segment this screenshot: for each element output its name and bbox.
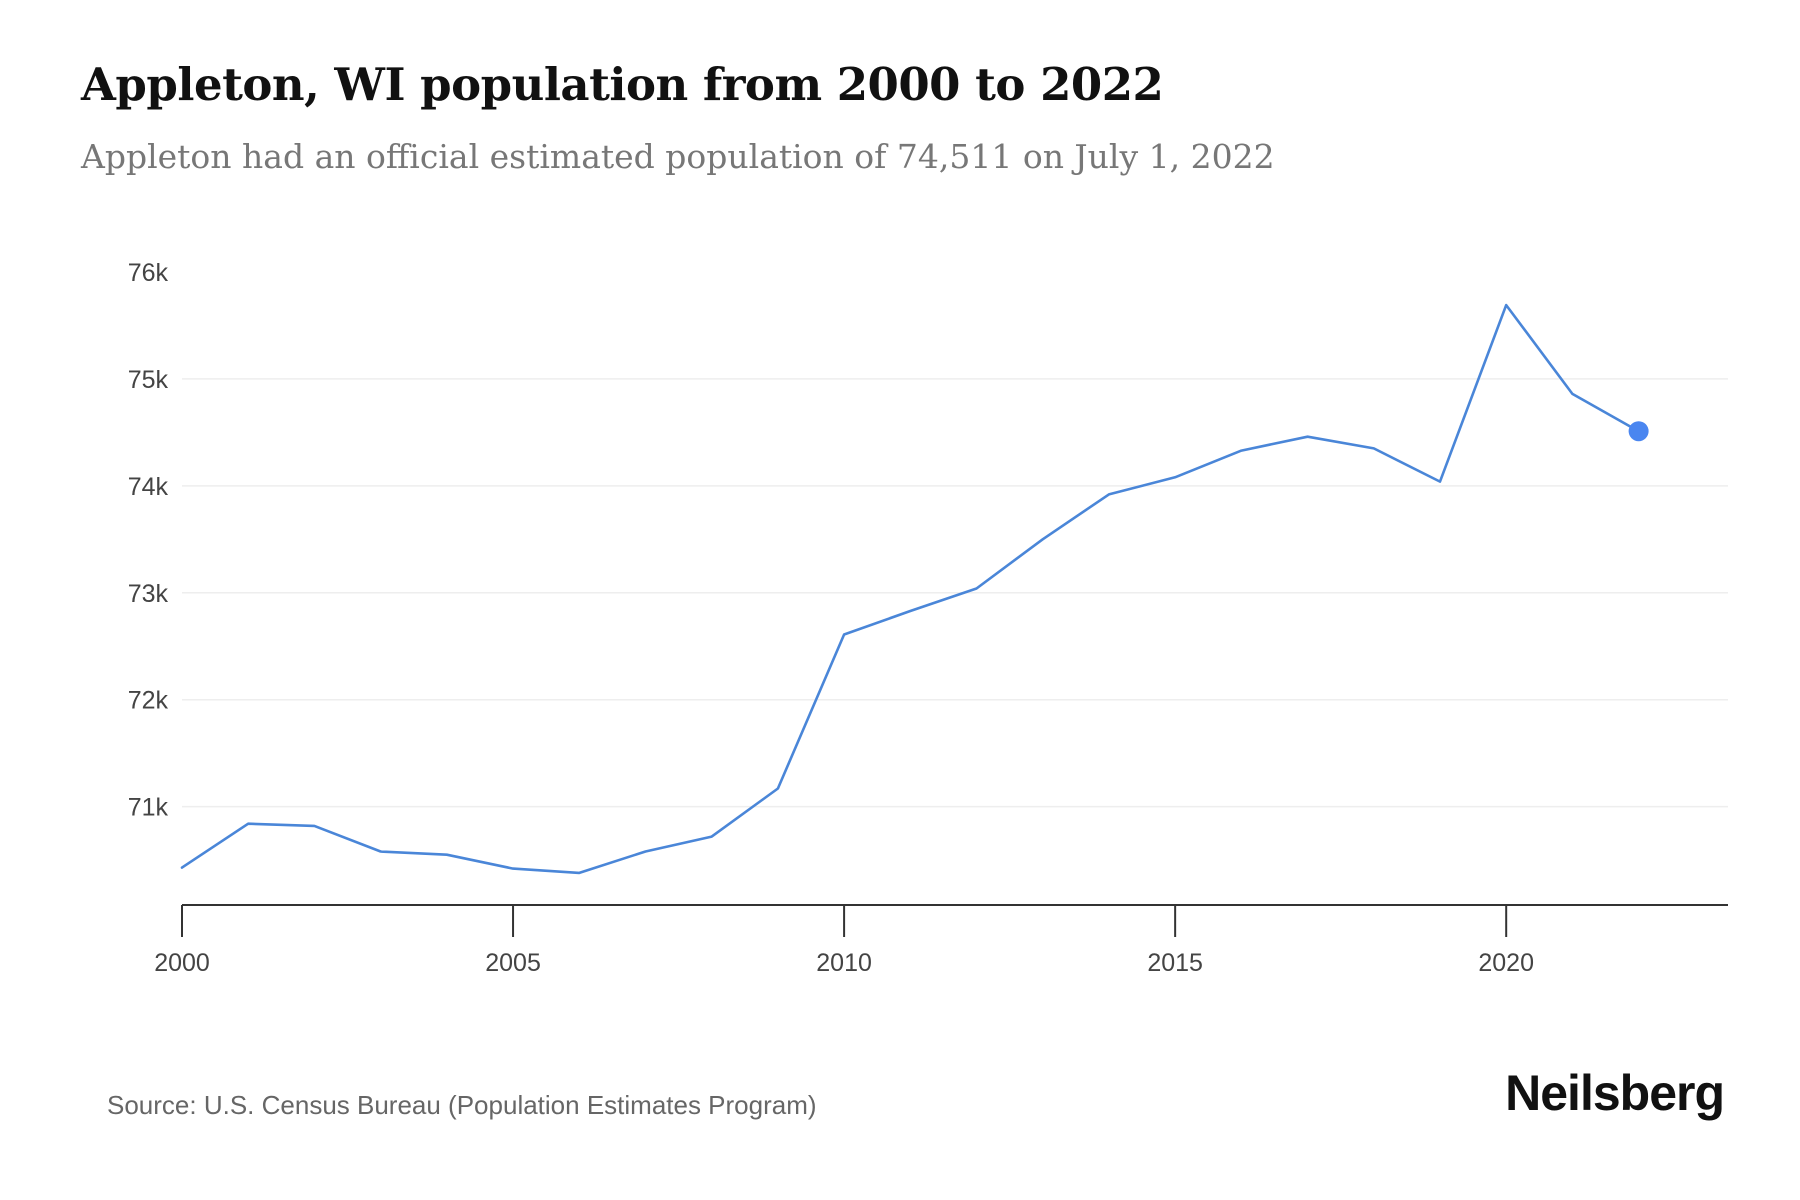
data-point (1503, 302, 1509, 308)
x-tick-label: 2005 (485, 949, 541, 977)
y-axis-labels: 71k 72k 73k 74k 75k 76k (128, 259, 169, 822)
data-point (1437, 479, 1443, 485)
y-tick-label: 75k (128, 366, 169, 394)
page-title: Appleton, WI population from 2000 to 202… (81, 58, 1164, 111)
data-point (907, 608, 913, 614)
data-point (510, 866, 516, 872)
population-series-line (180, 303, 1640, 875)
y-tick-label: 72k (128, 687, 169, 715)
data-point (1305, 434, 1311, 440)
gridlines (182, 378, 1728, 808)
data-point (709, 834, 715, 840)
x-tick-label: 2015 (1147, 949, 1203, 977)
data-point (378, 849, 384, 855)
series-layer (179, 302, 1649, 876)
x-tick-label: 2010 (816, 949, 872, 977)
data-point (974, 586, 980, 592)
data-point (642, 849, 648, 855)
x-tick-label: 2020 (1478, 949, 1534, 977)
y-tick-label: 73k (128, 580, 169, 608)
data-point (245, 821, 251, 827)
data-point (1040, 536, 1046, 542)
data-point (576, 870, 582, 876)
brand-logo: Neilsberg (1505, 1065, 1725, 1121)
data-point (444, 852, 450, 858)
y-tick-label: 71k (128, 794, 169, 822)
data-point (1371, 445, 1377, 451)
latest-value-marker (1628, 421, 1649, 442)
data-point (1238, 448, 1244, 454)
page-subtitle: Appleton had an official estimated popul… (81, 137, 1275, 176)
source-note: Source: U.S. Census Bureau (Population E… (107, 1090, 817, 1120)
data-point (1569, 391, 1575, 397)
y-tick-label: 76k (128, 259, 169, 287)
y-tick-label: 74k (128, 473, 169, 501)
data-point (311, 823, 317, 829)
x-axis: 2000 2005 2010 2015 2020 (154, 904, 1728, 977)
data-point (179, 865, 185, 871)
data-point (1106, 491, 1112, 497)
data-point (841, 631, 847, 637)
data-point (775, 785, 781, 791)
data-point (1172, 474, 1178, 480)
x-tick-label: 2000 (154, 949, 210, 977)
